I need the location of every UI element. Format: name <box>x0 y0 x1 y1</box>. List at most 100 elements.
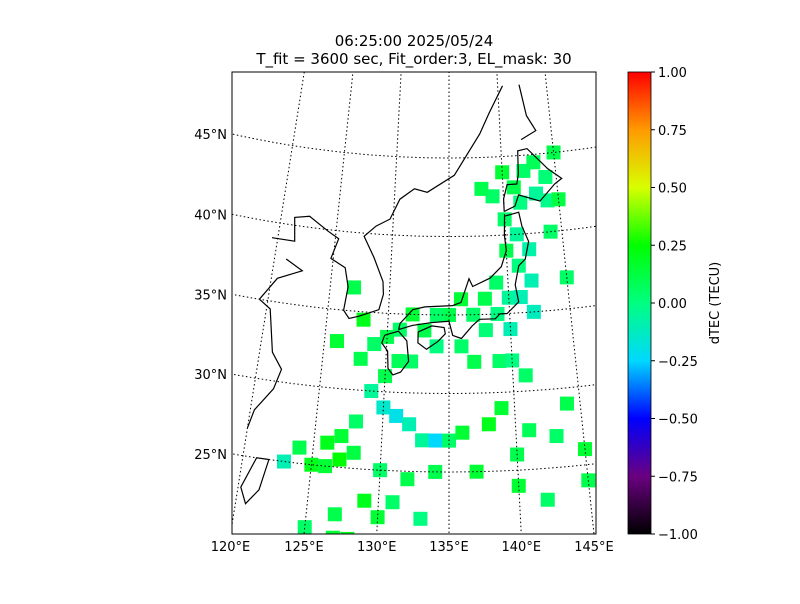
x-tick-label: 140°E <box>502 540 542 555</box>
dtec-cell <box>494 401 509 416</box>
dtec-cell <box>327 507 342 522</box>
y-tick-label: 40°N <box>194 208 227 223</box>
colorbar-tick-label: −0.50 <box>658 413 698 428</box>
dtec-cell <box>454 339 469 354</box>
dtec-cell <box>276 454 291 469</box>
parallel <box>232 373 596 395</box>
coastline <box>518 84 537 141</box>
meridian <box>496 72 522 534</box>
dtec-cell <box>474 181 489 196</box>
dtec-cell <box>391 354 406 369</box>
dtec-cell <box>495 165 510 180</box>
dtec-cell <box>466 307 481 322</box>
dtec-cell <box>503 322 518 337</box>
dtec-cell <box>551 192 566 207</box>
dtec-cell <box>378 369 393 384</box>
dtec-cell <box>489 275 504 290</box>
colorbar-tick-label: −1.00 <box>658 528 698 543</box>
chart-title: 06:25:00 2025/05/24 <box>335 32 494 50</box>
dtec-cell <box>385 495 400 510</box>
dtec-cell <box>428 464 443 479</box>
dtec-cell <box>329 334 344 349</box>
dtec-cell <box>389 408 404 423</box>
dtec-cell <box>513 195 528 210</box>
y-tick-label: 35°N <box>194 288 227 303</box>
coastline <box>240 457 270 505</box>
dtec-cell <box>332 452 347 467</box>
dtec-cell <box>367 337 382 352</box>
dtec-cell <box>320 435 335 450</box>
dtec-cell <box>524 273 539 288</box>
dtec-cell <box>297 520 312 534</box>
dtec-cell <box>347 280 362 295</box>
dtec-cell <box>357 493 372 508</box>
chart-subtitle: T_fit = 3600 sec, Fit_order:3, EL_mask: … <box>255 50 571 69</box>
dtec-cell <box>353 351 368 366</box>
dtec-cell <box>492 354 507 369</box>
dtec-cell <box>370 510 385 525</box>
x-tick-label: 145°E <box>574 540 614 555</box>
x-tick-label: 125°E <box>284 540 324 555</box>
dtec-cell <box>453 292 468 307</box>
colorbar <box>627 71 652 535</box>
colorbar-tick-label: 0.50 <box>658 182 687 197</box>
dtec-cell <box>485 189 500 204</box>
dtec-cell <box>529 186 544 201</box>
y-tick-label: 45°N <box>194 128 227 143</box>
dtec-cell <box>477 291 492 306</box>
coastline <box>246 258 304 428</box>
dtec-cell <box>340 531 355 534</box>
colorbar-tick-label: −0.75 <box>658 470 698 485</box>
dtec-cell <box>402 417 417 432</box>
dtec-cell <box>538 169 553 184</box>
meridian <box>544 72 595 534</box>
dtec-cell <box>501 290 516 305</box>
dtec-cell <box>518 368 533 383</box>
meridian <box>232 72 305 528</box>
parallel <box>232 293 596 316</box>
dtec-cell <box>506 180 521 195</box>
dtec-cell <box>522 423 537 438</box>
dtec-cell <box>404 354 419 369</box>
coastline <box>417 325 446 351</box>
dtec-cell <box>509 227 524 242</box>
dtec-cell <box>428 433 443 448</box>
coastline <box>271 85 504 320</box>
dtec-cell <box>346 445 361 460</box>
dtec-cell <box>334 429 349 444</box>
colorbar-tick-label: −0.25 <box>658 355 698 370</box>
dtec-cell <box>415 433 430 448</box>
dtec-cell <box>429 307 444 322</box>
dtec-cell <box>513 290 528 305</box>
coastline <box>398 211 530 340</box>
dtec-cell <box>490 306 505 321</box>
coastline <box>381 330 410 376</box>
x-tick-label: 130°E <box>357 540 397 555</box>
dtec-cell <box>364 384 379 399</box>
y-tick-label: 30°N <box>194 368 227 383</box>
coastline <box>502 147 563 213</box>
dtec-cell <box>349 414 364 429</box>
colorbar-label: dTEC (TECU) <box>708 262 723 345</box>
colorbar-tick-label: 0.75 <box>658 124 687 139</box>
dtec-cell <box>559 396 574 411</box>
dtec-cell <box>526 155 541 170</box>
colorbar-tick-label: 1.00 <box>658 66 687 81</box>
dtec-cell <box>325 530 340 534</box>
dtec-cell <box>442 308 456 322</box>
x-tick-label: 135°E <box>429 540 469 555</box>
dtec-cell <box>522 242 537 257</box>
colorbar-tick-label: 0.25 <box>658 239 687 254</box>
map-frame <box>231 71 597 535</box>
dtec-cell <box>405 307 420 322</box>
dtec-cell <box>540 492 555 507</box>
dtec-cell <box>455 425 470 440</box>
dtec-cell <box>429 339 444 354</box>
y-tick-label: 25°N <box>194 448 227 463</box>
dtec-cell <box>292 440 307 455</box>
map-area <box>232 72 596 534</box>
dtec-cell <box>478 323 493 338</box>
parallel <box>232 453 596 473</box>
colorbar-tick-label: 0.00 <box>658 297 687 312</box>
